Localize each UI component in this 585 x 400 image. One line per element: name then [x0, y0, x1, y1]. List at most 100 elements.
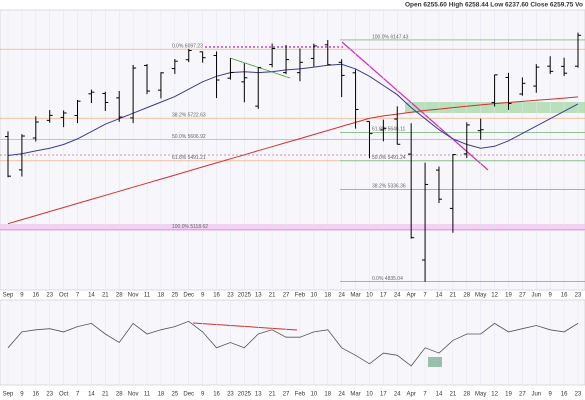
x-tick-label: 19 — [505, 293, 512, 299]
x-tick-label: 14 — [436, 392, 443, 398]
x-tick-label: 12 — [491, 293, 498, 299]
x-tick-label: 18 — [158, 392, 165, 398]
x-tick-label: 16 — [213, 293, 220, 299]
support-band — [0, 224, 585, 231]
x-tick-label: 23 — [46, 293, 53, 299]
x-tick-label: 27 — [519, 293, 526, 299]
x-tick-label: 18 — [324, 392, 331, 398]
x-tick-label: 17 — [380, 293, 387, 299]
x-tick-label: May — [475, 392, 486, 398]
x-tick-label: 16 — [32, 293, 39, 299]
x-tick-label: Sep — [3, 293, 14, 299]
x-tick-label: Dec — [183, 392, 194, 398]
x-tick-label: 21 — [269, 293, 276, 299]
x-tick-label: 2025 — [238, 392, 252, 398]
x-tick-label: 2025 — [238, 293, 252, 299]
x-tick-label: 16 — [561, 293, 568, 299]
x-tick-label: 21 — [450, 293, 457, 299]
x-tick-label: 28 — [116, 293, 123, 299]
x-tick-label: 16 — [32, 392, 39, 398]
divergence-line — [192, 322, 298, 331]
fib-label: 38.2% 5336.36 — [372, 184, 406, 190]
x-tick-label: 24 — [394, 392, 401, 398]
x-tick-label: 9 — [201, 392, 205, 398]
x-tick-label: 23 — [575, 392, 582, 398]
fib-label: 0.0% 6097.23 — [172, 44, 203, 50]
x-tick-label: May — [475, 293, 486, 299]
x-tick-label: Sep — [3, 392, 14, 398]
x-tick-label: 10 — [366, 392, 373, 398]
x-tick-label: 17 — [380, 392, 387, 398]
x-tick-label: 16 — [561, 392, 568, 398]
x-tick-label: 18 — [158, 293, 165, 299]
x-tick-label: 18 — [324, 293, 331, 299]
x-tick-label: 23 — [227, 293, 234, 299]
x-tick-label: 10 — [311, 293, 318, 299]
x-tick-label: 21 — [450, 392, 457, 398]
price-header: Open 6255.60 High 6258.44 Low 6237.60 Cl… — [405, 2, 583, 9]
x-tick-label: 16 — [213, 392, 220, 398]
x-tick-label: Dec — [183, 293, 194, 299]
rsi-line — [7, 320, 579, 367]
x-tick-label: Feb — [295, 392, 306, 398]
x-tick-label: 23 — [227, 392, 234, 398]
x-tick-label: Apr — [406, 392, 415, 398]
x-tick-label: Feb — [295, 293, 306, 299]
x-tick-label: Mar — [350, 293, 360, 299]
x-tick-label: 23 — [46, 392, 53, 398]
x-tick-label: 24 — [394, 293, 401, 299]
x-tick-label: 13 — [255, 392, 262, 398]
x-tick-label: 7 — [423, 293, 427, 299]
x-tick-label: 9 — [549, 293, 553, 299]
x-tick-label: 21 — [102, 293, 109, 299]
rsi-panel — [0, 299, 585, 386]
x-tick-label: Jun — [531, 293, 541, 299]
fib-label: 100.0% 5118.62 — [172, 224, 208, 230]
x-tick-label: 25 — [171, 293, 178, 299]
moving-average — [7, 63, 579, 156]
oversold-shade — [428, 357, 442, 367]
x-tick-label: 10 — [366, 293, 373, 299]
x-tick-label: 21 — [269, 392, 276, 398]
x-tick-label: 24 — [338, 293, 345, 299]
x-tick-label: 28 — [116, 392, 123, 398]
x-tick-label: Jun — [531, 392, 541, 398]
x-tick-label: Apr — [406, 293, 415, 299]
x-tick-label: 7 — [423, 392, 427, 398]
x-tick-label: 13 — [255, 293, 262, 299]
x-tick-label: 11 — [144, 293, 151, 299]
x-tick-label: 23 — [575, 293, 582, 299]
x-tick-label: 7 — [76, 293, 80, 299]
x-tick-label: 10 — [311, 392, 318, 398]
x-tick-label: 9 — [20, 293, 24, 299]
x-tick-label: 9 — [549, 392, 553, 398]
x-tick-label: Oct — [59, 392, 69, 398]
fib-label: 61.8% 5491.21 — [172, 155, 206, 161]
fib-label: 61.8% 5646.11 — [372, 127, 405, 133]
x-tick-label: 14 — [88, 293, 95, 299]
x-tick-label: Oct — [59, 293, 69, 299]
x-tick-label: 27 — [519, 392, 526, 398]
fib-label: 50.0% 5491.24 — [372, 155, 406, 161]
x-tick-label: 9 — [20, 392, 24, 398]
x-tick-label: 14 — [436, 293, 443, 299]
fib-label: 38.2% 5722.63 — [172, 113, 206, 119]
x-tick-label: 12 — [491, 392, 498, 398]
x-tick-label: 21 — [102, 392, 109, 398]
x-tick-label: 9 — [201, 293, 205, 299]
fib-label: 50.0% 5606.92 — [172, 134, 206, 140]
x-tick-label: 24 — [338, 392, 345, 398]
x-tick-label: 27 — [283, 293, 290, 299]
trend-line — [341, 41, 489, 171]
x-tick-label: Nov — [128, 293, 139, 299]
fib-label: 100.0% 6147.43 — [372, 34, 409, 40]
x-tick-label: 14 — [88, 392, 95, 398]
x-tick-label: Nov — [128, 392, 139, 398]
x-tick-label: Mar — [350, 392, 360, 398]
x-tick-label: 28 — [463, 293, 470, 299]
x-tick-label: 11 — [144, 392, 151, 398]
x-tick-label: 19 — [505, 392, 512, 398]
resistance-band — [405, 102, 585, 113]
x-tick-label: 27 — [283, 392, 290, 398]
